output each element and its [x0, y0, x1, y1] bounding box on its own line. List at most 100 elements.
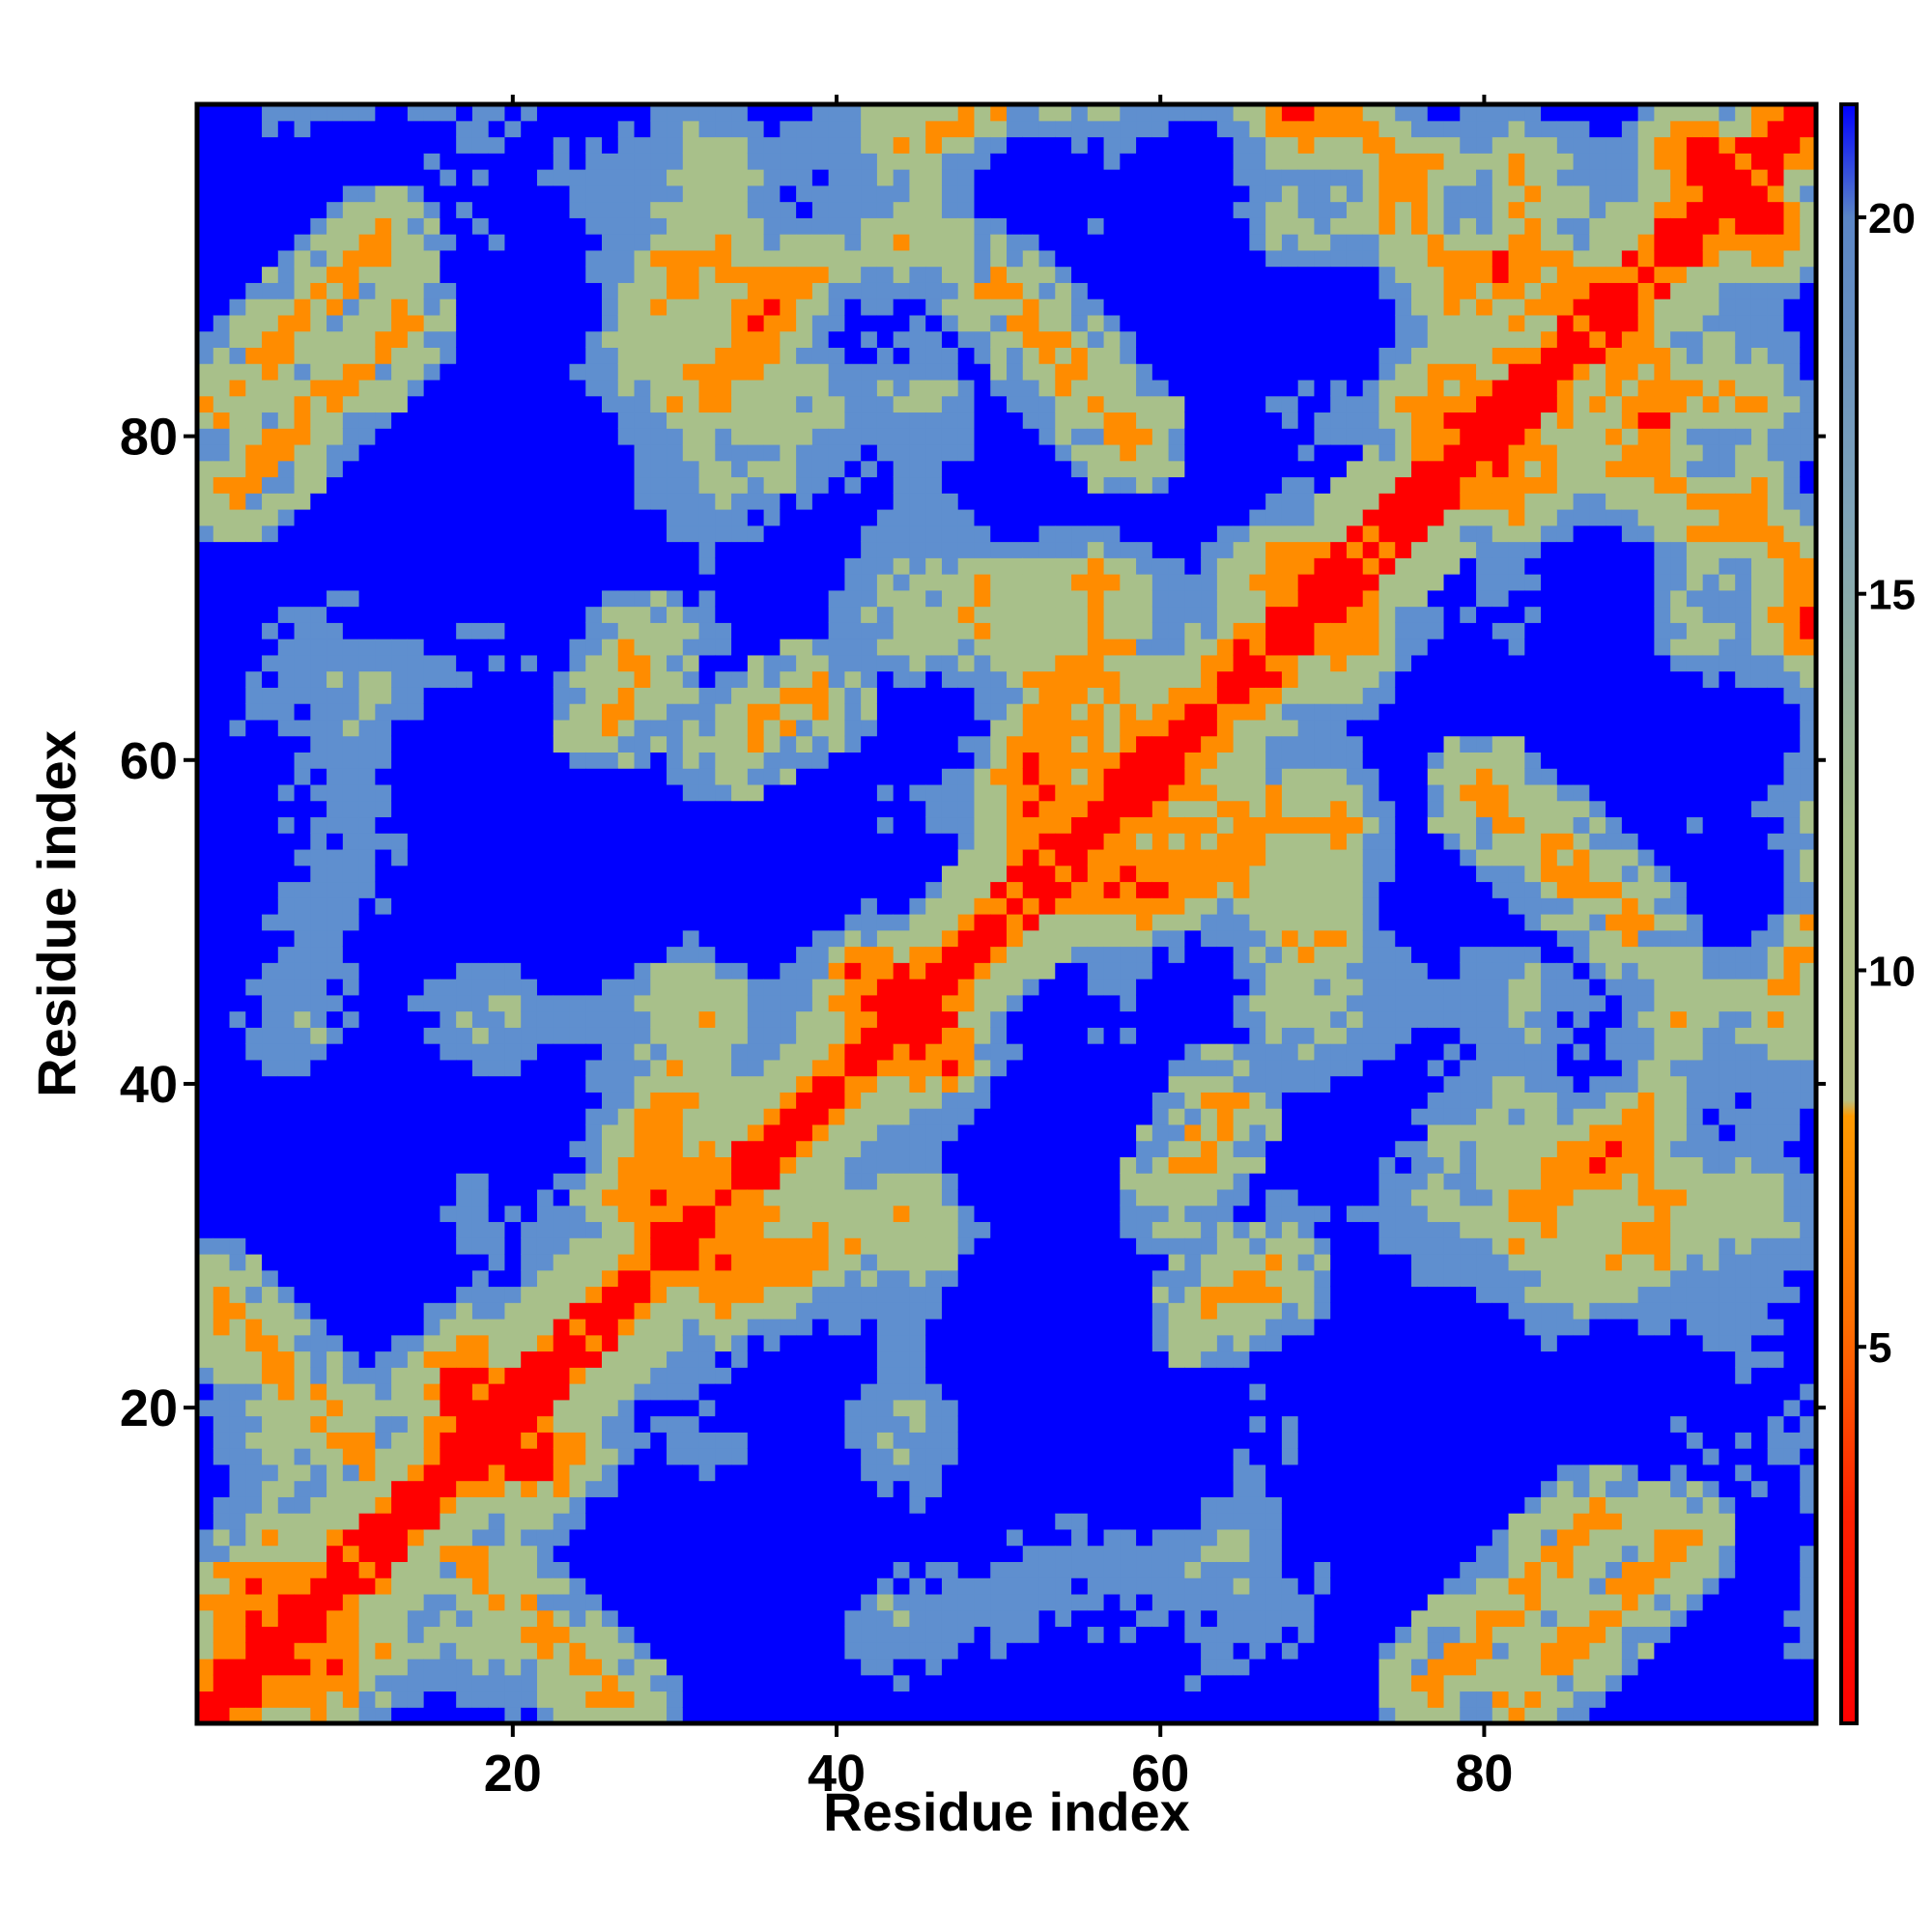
heatmap-cell — [731, 412, 749, 429]
heatmap-cell — [521, 1269, 538, 1288]
heatmap-cell — [456, 1707, 473, 1724]
heatmap-cell — [229, 249, 246, 268]
heatmap-cell — [682, 1269, 700, 1288]
heatmap-cell — [553, 833, 571, 850]
heatmap-cell — [245, 460, 263, 478]
heatmap-cell — [731, 428, 749, 445]
heatmap-cell — [504, 703, 522, 721]
heatmap-cell — [569, 557, 586, 575]
heatmap-cell — [310, 1577, 327, 1595]
heatmap-cell — [844, 1043, 862, 1061]
heatmap-cell — [941, 1010, 959, 1028]
heatmap-cell — [925, 476, 943, 494]
heatmap-cell — [262, 1269, 279, 1288]
heatmap-cell — [763, 654, 781, 672]
heatmap-cell — [990, 363, 1008, 381]
heatmap-cell — [488, 1302, 506, 1320]
heatmap-cell — [327, 266, 344, 283]
heatmap-cell — [682, 1334, 700, 1352]
heatmap-cell — [277, 1156, 296, 1174]
heatmap-cell — [844, 201, 862, 218]
heatmap-cell — [488, 1367, 506, 1384]
heatmap-cell — [423, 347, 440, 364]
heatmap-cell — [471, 1463, 490, 1482]
heatmap-cell — [569, 104, 586, 122]
heatmap-cell — [310, 1593, 327, 1611]
heatmap-cell — [471, 1367, 490, 1384]
heatmap-cell — [844, 1334, 862, 1352]
heatmap-cell — [391, 412, 409, 429]
heatmap-cell — [634, 330, 651, 348]
heatmap-cell — [602, 1626, 619, 1643]
heatmap-cell — [197, 1027, 214, 1044]
heatmap-cell — [682, 1092, 700, 1109]
heatmap-cell — [731, 298, 749, 316]
heatmap-cell — [974, 330, 991, 348]
heatmap-cell — [876, 1059, 895, 1077]
heatmap-cell — [585, 201, 603, 218]
heatmap-cell — [327, 687, 344, 704]
heatmap-cell — [521, 1513, 538, 1530]
heatmap-cell — [310, 330, 327, 348]
heatmap-cell — [909, 1545, 926, 1562]
heatmap-cell — [213, 1593, 231, 1611]
heatmap-cell — [957, 266, 976, 283]
heatmap-cell — [536, 881, 554, 898]
heatmap-cell — [310, 1399, 327, 1417]
heatmap-cell — [456, 1528, 473, 1547]
heatmap-cell — [844, 735, 862, 753]
heatmap-cell — [828, 234, 845, 251]
heatmap-cell — [310, 687, 327, 704]
heatmap-cell — [828, 557, 845, 575]
heatmap-cell — [941, 589, 959, 608]
heatmap-cell — [327, 1383, 344, 1401]
heatmap-cell — [327, 816, 344, 834]
heatmap-cell — [310, 703, 327, 721]
heatmap-cell — [682, 1658, 700, 1676]
heatmap-cell — [213, 1383, 231, 1401]
heatmap-cell — [327, 314, 344, 332]
heatmap-cell — [861, 1221, 878, 1238]
heatmap-cell — [844, 1319, 862, 1336]
heatmap-cell — [375, 1286, 392, 1303]
heatmap-cell — [667, 169, 684, 186]
heatmap-cell — [294, 574, 311, 591]
heatmap-cell — [682, 153, 700, 170]
heatmap-cell — [358, 541, 376, 558]
heatmap-cell — [504, 395, 522, 413]
heatmap-cell — [569, 395, 586, 413]
heatmap-cell — [796, 476, 813, 494]
heatmap-cell — [941, 1367, 959, 1384]
heatmap-cell — [682, 493, 700, 510]
heatmap-cell — [342, 1237, 360, 1255]
heatmap-cell — [763, 525, 781, 543]
heatmap-cell — [294, 735, 311, 753]
heatmap-cell — [893, 282, 911, 299]
heatmap-cell — [569, 865, 586, 883]
heatmap-cell — [440, 622, 457, 639]
heatmap-cell — [811, 249, 830, 268]
heatmap-cell — [327, 1059, 344, 1077]
heatmap-cell — [747, 266, 765, 283]
heatmap-cell — [780, 1626, 797, 1643]
heatmap-cell — [277, 460, 296, 478]
heatmap-cell — [731, 1059, 749, 1077]
heatmap-cell — [456, 185, 473, 203]
heatmap-cell — [876, 1432, 895, 1449]
heatmap-cell — [553, 1350, 571, 1368]
heatmap-cell — [909, 1690, 926, 1708]
heatmap-cell — [617, 865, 636, 883]
heatmap-cell — [504, 1319, 522, 1336]
heatmap-cell — [650, 443, 668, 462]
heatmap-cell — [634, 1528, 651, 1547]
heatmap-cell — [358, 217, 376, 235]
heatmap-cell — [310, 412, 327, 429]
heatmap-cell — [440, 1027, 457, 1044]
heatmap-cell — [456, 1367, 473, 1384]
heatmap-cell — [925, 994, 943, 1012]
heatmap-cell — [876, 476, 895, 494]
heatmap-cell — [893, 929, 911, 948]
heatmap-cell — [440, 1415, 457, 1433]
heatmap-cell — [667, 136, 684, 154]
heatmap-cell — [585, 185, 603, 203]
